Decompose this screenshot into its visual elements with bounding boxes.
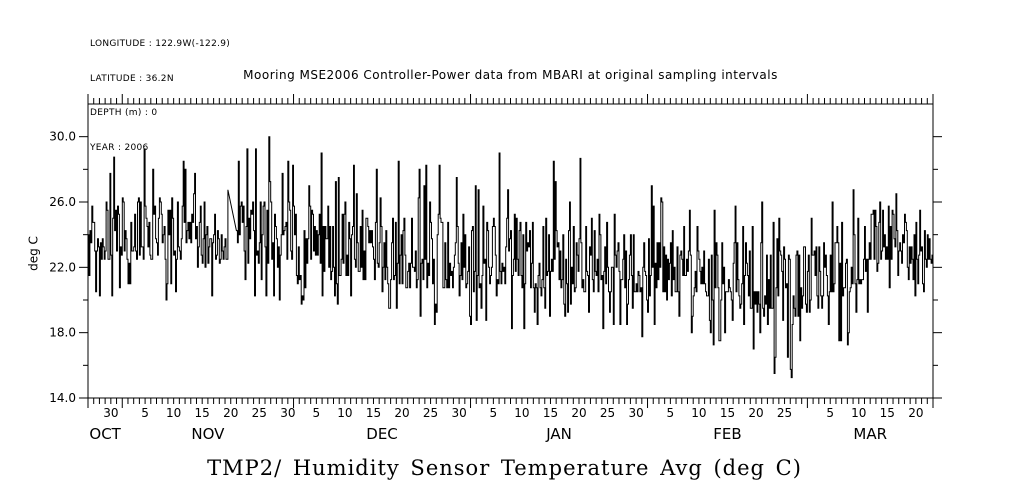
x-day-label: 10 [337, 406, 352, 420]
x-day-label: 5 [141, 406, 149, 420]
x-day-label: 30 [103, 406, 118, 420]
x-month-label: OCT [89, 425, 121, 443]
x-day-label: 30 [451, 406, 466, 420]
y-tick-label: 22.0 [49, 260, 76, 274]
x-axis-day-labels: 30 5 10 15 20 25 30 5 10 15 20 25 30 5 10 15 20 25 30 5 10 15… [103, 406, 923, 420]
x-day-label: 30 [280, 406, 295, 420]
x-day-label: 10 [851, 406, 866, 420]
x-month-label: MAR [853, 425, 887, 443]
x-axis-ticks [87, 94, 934, 408]
x-day-label: 15 [543, 406, 558, 420]
x-day-label: 15 [720, 406, 735, 420]
chart-caption: TMP2/ Humidity Sensor Temperature Avg (d… [207, 456, 802, 480]
x-month-label: FEB [713, 425, 741, 443]
x-day-label: 5 [826, 406, 834, 420]
x-day-label: 5 [490, 406, 498, 420]
x-day-label: 25 [423, 406, 438, 420]
x-day-label: 5 [667, 406, 675, 420]
x-day-label: 10 [691, 406, 706, 420]
x-month-label: JAN [545, 425, 572, 443]
x-day-label: 20 [748, 406, 763, 420]
x-day-label: 10 [514, 406, 529, 420]
meta-depth: DEPTH (m) : 0 [90, 108, 158, 118]
x-day-label: 25 [777, 406, 792, 420]
x-day-label: 10 [166, 406, 181, 420]
plot-title: Mooring MSE2006 Controller-Power data fr… [243, 68, 778, 82]
meta-year: YEAR : 2006 [90, 142, 149, 153]
x-day-label: 20 [571, 406, 586, 420]
meta-longitude: LONGITUDE : 122.9W(-122.9) [90, 39, 231, 49]
x-month-label: NOV [191, 425, 225, 443]
x-day-label: 15 [880, 406, 895, 420]
plot-frame [87, 103, 934, 399]
y-tick-label: 26.0 [49, 195, 76, 209]
station-metadata: LONGITUDE : 122.9W(-122.9) LATITUDE : 36… [90, 16, 230, 177]
x-day-label: 20 [908, 406, 923, 420]
x-day-label: 15 [195, 406, 210, 420]
x-day-label: 5 [313, 406, 321, 420]
temperature-series-line [88, 136, 934, 379]
y-tick-label: 30.0 [49, 130, 76, 144]
x-day-label: 25 [600, 406, 615, 420]
x-day-label: 30 [628, 406, 643, 420]
x-day-label: 20 [223, 406, 238, 420]
y-tick-label: 18.0 [49, 326, 76, 340]
meta-latitude: LATITUDE : 36.2N [90, 73, 174, 84]
y-axis-ticks: 14.0 18.0 22.0 26.0 30.0 [49, 130, 942, 405]
y-tick-label: 14.0 [49, 391, 76, 405]
x-month-label: DEC [366, 425, 398, 443]
x-day-label: 25 [252, 406, 267, 420]
x-day-label: 15 [366, 406, 381, 420]
x-day-label: 20 [394, 406, 409, 420]
x-axis-month-labels: OCT NOV DEC JAN FEB MAR [89, 425, 887, 443]
